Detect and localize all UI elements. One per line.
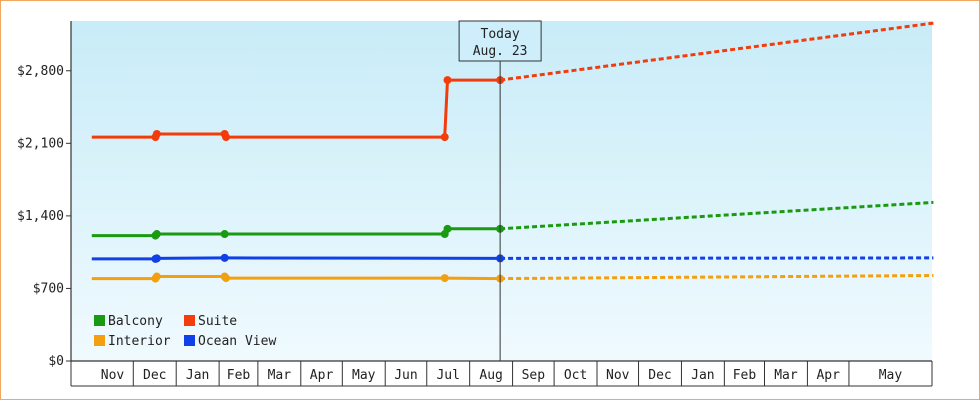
series-point: [443, 224, 452, 233]
series-point: [220, 230, 229, 239]
legend-swatch: [184, 315, 195, 326]
x-tick-label: Mar: [268, 368, 292, 383]
today-marker: Today Aug. 23: [458, 20, 542, 361]
y-tick-label: $2,800: [17, 64, 64, 79]
x-tick-label: Mar: [774, 368, 798, 383]
x-tick-label: Aug: [479, 368, 502, 383]
x-axis: Nov Dec Jan Feb Mar Apr May Jun Jul Aug Sep Oct Nov D…: [70, 360, 933, 387]
series-forecast-line: [500, 274, 934, 281]
y-tick-label: $1,400: [17, 209, 64, 224]
series-point: [152, 254, 161, 263]
x-tick-label: Jan: [186, 368, 209, 383]
series-balcony: [91, 200, 934, 240]
series-point: [220, 253, 229, 262]
x-tick-label: Sep: [522, 368, 546, 383]
x-tick-label: May: [879, 368, 903, 383]
series-point: [222, 133, 231, 142]
legend-swatch: [184, 335, 195, 346]
legend-label: Ocean View: [198, 334, 276, 349]
x-tick-label: May: [352, 368, 376, 383]
legend-item-interior: Interior: [94, 334, 171, 349]
x-tick-label: Nov: [101, 368, 125, 383]
today-date-label: Aug. 23: [473, 44, 528, 59]
x-tick-label: Jan: [691, 368, 714, 383]
x-tick-label: Nov: [606, 368, 630, 383]
x-tick-label: Dec: [648, 368, 671, 383]
series-point: [440, 133, 449, 142]
legend-item-suite: Suite: [184, 314, 237, 329]
x-tick-label: Apr: [310, 368, 334, 383]
x-tick-label: Feb: [227, 368, 251, 383]
series-interior: [91, 272, 934, 283]
legend-label: Interior: [108, 334, 171, 349]
series-point: [443, 76, 452, 85]
series-point: [440, 274, 449, 283]
legend-item-ocean-view: Ocean View: [184, 334, 276, 349]
x-tick-label: Apr: [816, 368, 840, 383]
legend-swatch: [94, 335, 105, 346]
today-label: Today: [481, 27, 520, 42]
series-layer: [91, 21, 934, 283]
legend-swatch: [94, 315, 105, 326]
x-tick-label: Feb: [733, 368, 757, 383]
x-tick-label: Oct: [564, 368, 587, 383]
series-forecast-line: [500, 200, 934, 231]
series-forecast-line: [500, 256, 934, 260]
x-tick-label: Dec: [143, 368, 166, 383]
y-tick-label: $2,100: [17, 136, 64, 151]
series-point: [152, 272, 161, 281]
legend-item-balcony: Balcony: [94, 314, 163, 329]
x-tick-label: Jul: [436, 368, 459, 383]
series-point: [222, 274, 231, 283]
plot-area: [71, 21, 932, 361]
legend-label: Balcony: [108, 314, 163, 329]
series-point: [152, 230, 161, 239]
today-box: [458, 20, 542, 62]
y-tick-label: $700: [33, 281, 64, 296]
legend: Balcony Suite Interior Ocean View: [94, 314, 276, 349]
y-tick-label: $0: [48, 354, 64, 369]
series-suite: [91, 21, 934, 142]
y-axis: $0 $700 $1,400 $2,100 $2,800: [17, 21, 72, 369]
x-tick-label: Jun: [394, 368, 417, 383]
series-forecast-line: [499, 21, 934, 82]
legend-label: Suite: [198, 314, 237, 329]
series-ocean-view: [91, 253, 934, 263]
series-point: [152, 129, 161, 138]
